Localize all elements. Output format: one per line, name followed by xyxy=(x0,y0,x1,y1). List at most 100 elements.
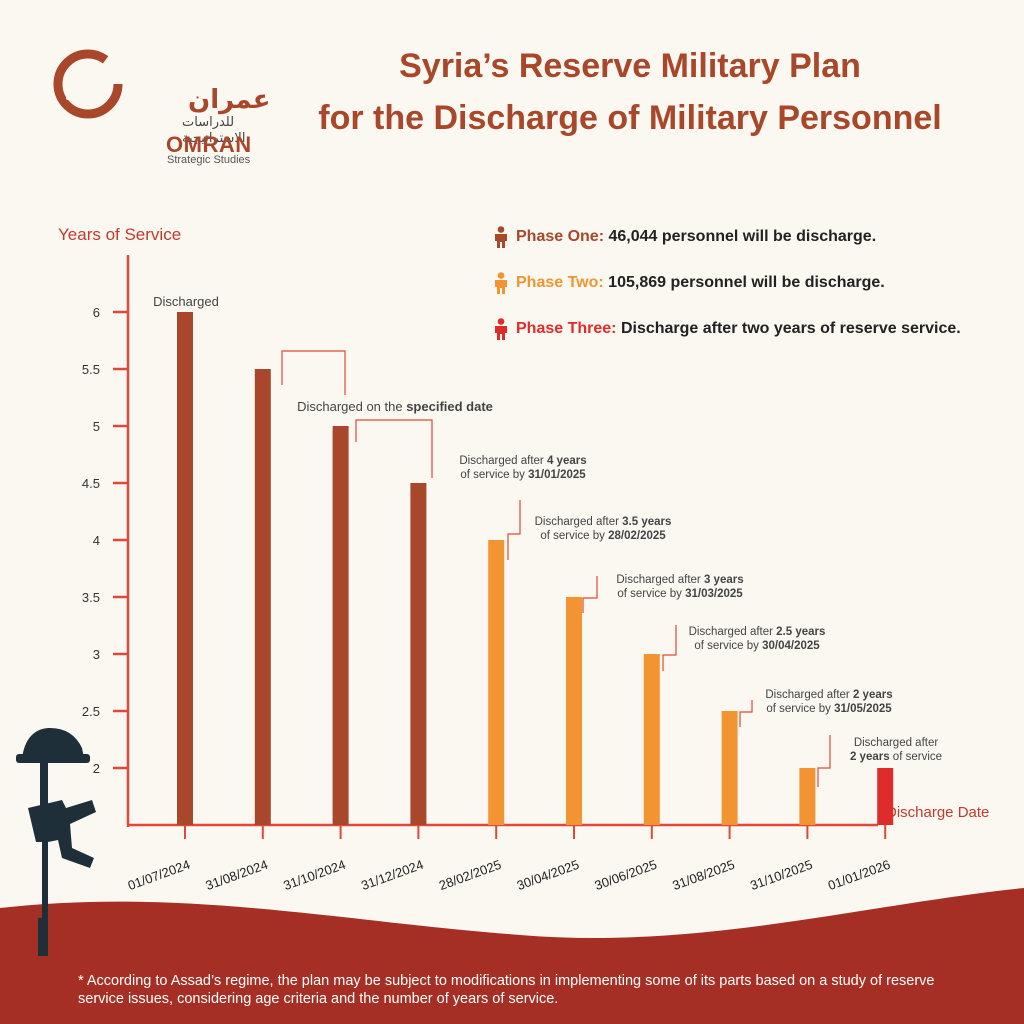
bar-annotation: Discharged after xyxy=(854,737,939,749)
annotation-segment: 3.5 years xyxy=(622,516,671,528)
bar xyxy=(488,540,505,825)
annotation-segment: 28/02/2025 xyxy=(608,530,666,542)
annotation-segment: of service xyxy=(890,751,942,763)
y-tick-label: 2 xyxy=(93,761,100,776)
logo-subtitle: Strategic Studies xyxy=(167,154,251,166)
annotation-connector xyxy=(817,735,831,787)
x-tick-label: 01/01/2026 xyxy=(826,857,892,893)
x-tick-label: 31/10/2025 xyxy=(748,857,814,893)
annotation-connector xyxy=(662,625,677,671)
legend: Phase One: 46,044 personnel will be disc… xyxy=(494,226,961,364)
page-title: Syria’s Reserve Military Plan for the Di… xyxy=(280,40,980,144)
annotation-connector xyxy=(739,700,753,727)
logo-arabic-name: عمران xyxy=(188,84,271,114)
bar-annotation: Discharged after 3.5 years xyxy=(535,516,672,528)
legend-item-phase-two: Phase Two: 105,869 personnel will be dis… xyxy=(494,272,961,318)
annotation-segment: 31/03/2025 xyxy=(685,588,743,600)
annotation-segment: 3 years xyxy=(704,574,744,586)
y-tick-label: 6 xyxy=(93,305,100,320)
annotation-segment: 2 years xyxy=(850,751,890,763)
title-line-1: Syria’s Reserve Military Plan xyxy=(399,47,861,85)
logo-arabic-subtitle: للدراسات الاستراتيجية xyxy=(182,114,246,145)
annotation-segment: 31/05/2025 xyxy=(834,703,892,715)
annotation-connector xyxy=(507,500,521,560)
annotation-segment: of service by xyxy=(694,640,762,652)
annotation-connector xyxy=(582,576,598,613)
bar-annotation: Discharged xyxy=(153,294,219,309)
x-axis-label: Discharge Date xyxy=(886,804,989,821)
title-line-2: for the Discharge of Military Personnel xyxy=(318,99,942,137)
annotation-segment: Discharged after xyxy=(459,455,547,467)
legend-text: 105,869 personnel will be discharge. xyxy=(608,274,885,292)
person-icon xyxy=(495,272,507,294)
annotation-segment: of service by xyxy=(766,703,834,715)
footer-note: * According to Assad’s regime, the plan … xyxy=(78,973,935,1007)
annotation-segment: 31/01/2025 xyxy=(528,469,586,481)
annotation-segment: of service by xyxy=(460,469,528,481)
x-tick-label: 30/04/2025 xyxy=(515,857,581,893)
y-axis-label: Years of Service xyxy=(58,225,181,244)
annotation-segment: of service by xyxy=(540,530,608,542)
y-tick-label: 3 xyxy=(93,647,100,662)
annotation-segment: of service by xyxy=(617,588,685,600)
annotation-segment: Discharged after xyxy=(854,737,939,749)
x-tick-label: 01/07/2024 xyxy=(126,857,192,893)
legend-item-phase-three: Phase Three: Discharge after two years o… xyxy=(494,318,961,364)
bar xyxy=(254,369,271,825)
bar-annotation: of service by 31/03/2025 xyxy=(617,588,743,600)
legend-label: Phase One: xyxy=(516,228,605,246)
annotation-connector xyxy=(355,419,433,478)
omran-logo: عمران للدراسات الاستراتيجية OMRAN Strate… xyxy=(52,44,270,166)
x-tick-label: 31/08/2024 xyxy=(204,857,270,893)
bar xyxy=(799,768,816,825)
annotation-segment: 4 years xyxy=(547,455,587,467)
legend-label: Phase Three: xyxy=(516,320,617,338)
y-tick-label: 2.5 xyxy=(82,704,100,719)
legend-text: 46,044 personnel will be discharge. xyxy=(608,228,877,246)
annotation-segment: Discharged on the xyxy=(297,399,406,414)
logo-name: OMRAN xyxy=(166,132,252,157)
bar-annotation: of service by 31/01/2025 xyxy=(460,469,586,481)
annotation-segment: Discharged after xyxy=(616,574,704,586)
bar xyxy=(177,312,193,825)
person-icon xyxy=(495,318,507,340)
annotation-segment: 2.5 years xyxy=(776,626,825,638)
annotation-segment: Discharged after xyxy=(689,626,777,638)
bar-annotation: Discharged after 2 years xyxy=(765,689,892,701)
bar-annotation: of service by 30/04/2025 xyxy=(694,640,820,652)
y-tick-label: 3.5 xyxy=(82,590,100,605)
legend-text: Discharge after two years of reserve ser… xyxy=(620,320,961,338)
bar xyxy=(877,768,894,825)
y-tick-label: 5.5 xyxy=(82,362,100,377)
annotation-segment: Discharged after xyxy=(765,689,853,701)
annotation-connector xyxy=(281,350,346,395)
legend-item-phase-one: Phase One: 46,044 personnel will be disc… xyxy=(494,226,961,272)
y-tick-label: 4.5 xyxy=(82,476,100,491)
x-tick-label: 30/06/2025 xyxy=(593,857,659,893)
annotation-segment: specified date xyxy=(406,399,493,414)
bar-annotation: Discharged after 4 years xyxy=(459,455,586,467)
annotation-segment: Discharged after xyxy=(535,516,623,528)
x-tick-label: 28/02/2025 xyxy=(437,857,503,893)
logo-ring-icon xyxy=(53,49,123,119)
bar-annotation: of service by 31/05/2025 xyxy=(766,703,892,715)
x-tick-label: 31/12/2024 xyxy=(359,857,425,893)
footer-wave xyxy=(0,888,1024,1024)
x-tick-label: 31/10/2024 xyxy=(281,857,347,893)
bar xyxy=(410,483,427,825)
bar-annotation: Discharged after 3 years xyxy=(616,574,743,586)
bar xyxy=(643,654,660,825)
bar-annotation: of service by 28/02/2025 xyxy=(540,530,666,542)
bar xyxy=(332,426,349,825)
bar-annotation: Discharged after 2.5 years xyxy=(689,626,826,638)
soldier-memorial-icon xyxy=(16,727,96,956)
y-tick-label: 4 xyxy=(93,533,100,548)
x-tick-label: 31/08/2025 xyxy=(670,857,736,893)
person-icon xyxy=(495,226,507,248)
annotation-segment: Discharged xyxy=(153,294,219,309)
legend-label: Phase Two: xyxy=(516,274,604,292)
y-tick-label: 5 xyxy=(93,419,100,434)
bar xyxy=(566,597,582,825)
annotation-segment: 30/04/2025 xyxy=(762,640,820,652)
